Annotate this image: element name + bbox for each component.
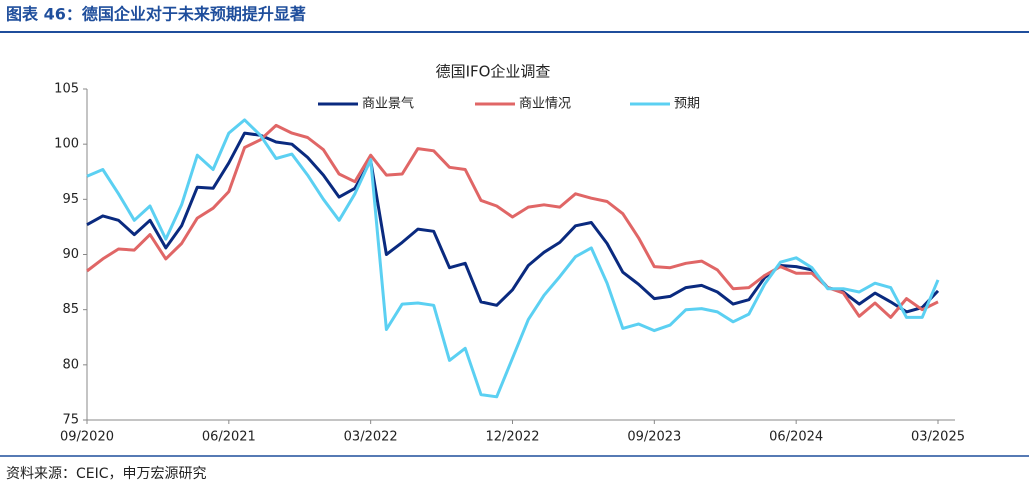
x-tick-label: 12/2022 [485,430,539,445]
y-tick-label: 95 [62,192,79,207]
y-tick-label: 75 [62,413,79,428]
x-tick-label: 03/2022 [344,430,398,445]
y-tick-label: 80 [62,357,79,372]
y-tick-label: 100 [54,137,79,152]
x-tick-label: 09/2020 [60,430,114,445]
chart-title: 德国IFO企业调查 [436,63,551,81]
y-tick-label: 90 [62,247,79,262]
legend-label: 商业景气 [362,96,414,112]
x-tick-label: 03/2025 [911,430,965,445]
x-tick-label: 06/2021 [202,430,256,445]
line-series [86,118,940,399]
line-series [86,123,939,319]
legend-label: 预期 [674,97,700,112]
legend-label: 商业情况 [519,97,571,112]
source: 资料来源：CEIC，申万宏源研究 [6,466,207,482]
page-title: 图表 46：德国企业对于未来预期提升显著 [6,5,306,24]
x-tick-label: 09/2023 [627,430,681,445]
x-tick-label: 06/2024 [769,430,823,445]
y-tick-label: 85 [62,302,79,317]
line-series [86,131,940,314]
y-tick-label: 105 [54,82,79,97]
